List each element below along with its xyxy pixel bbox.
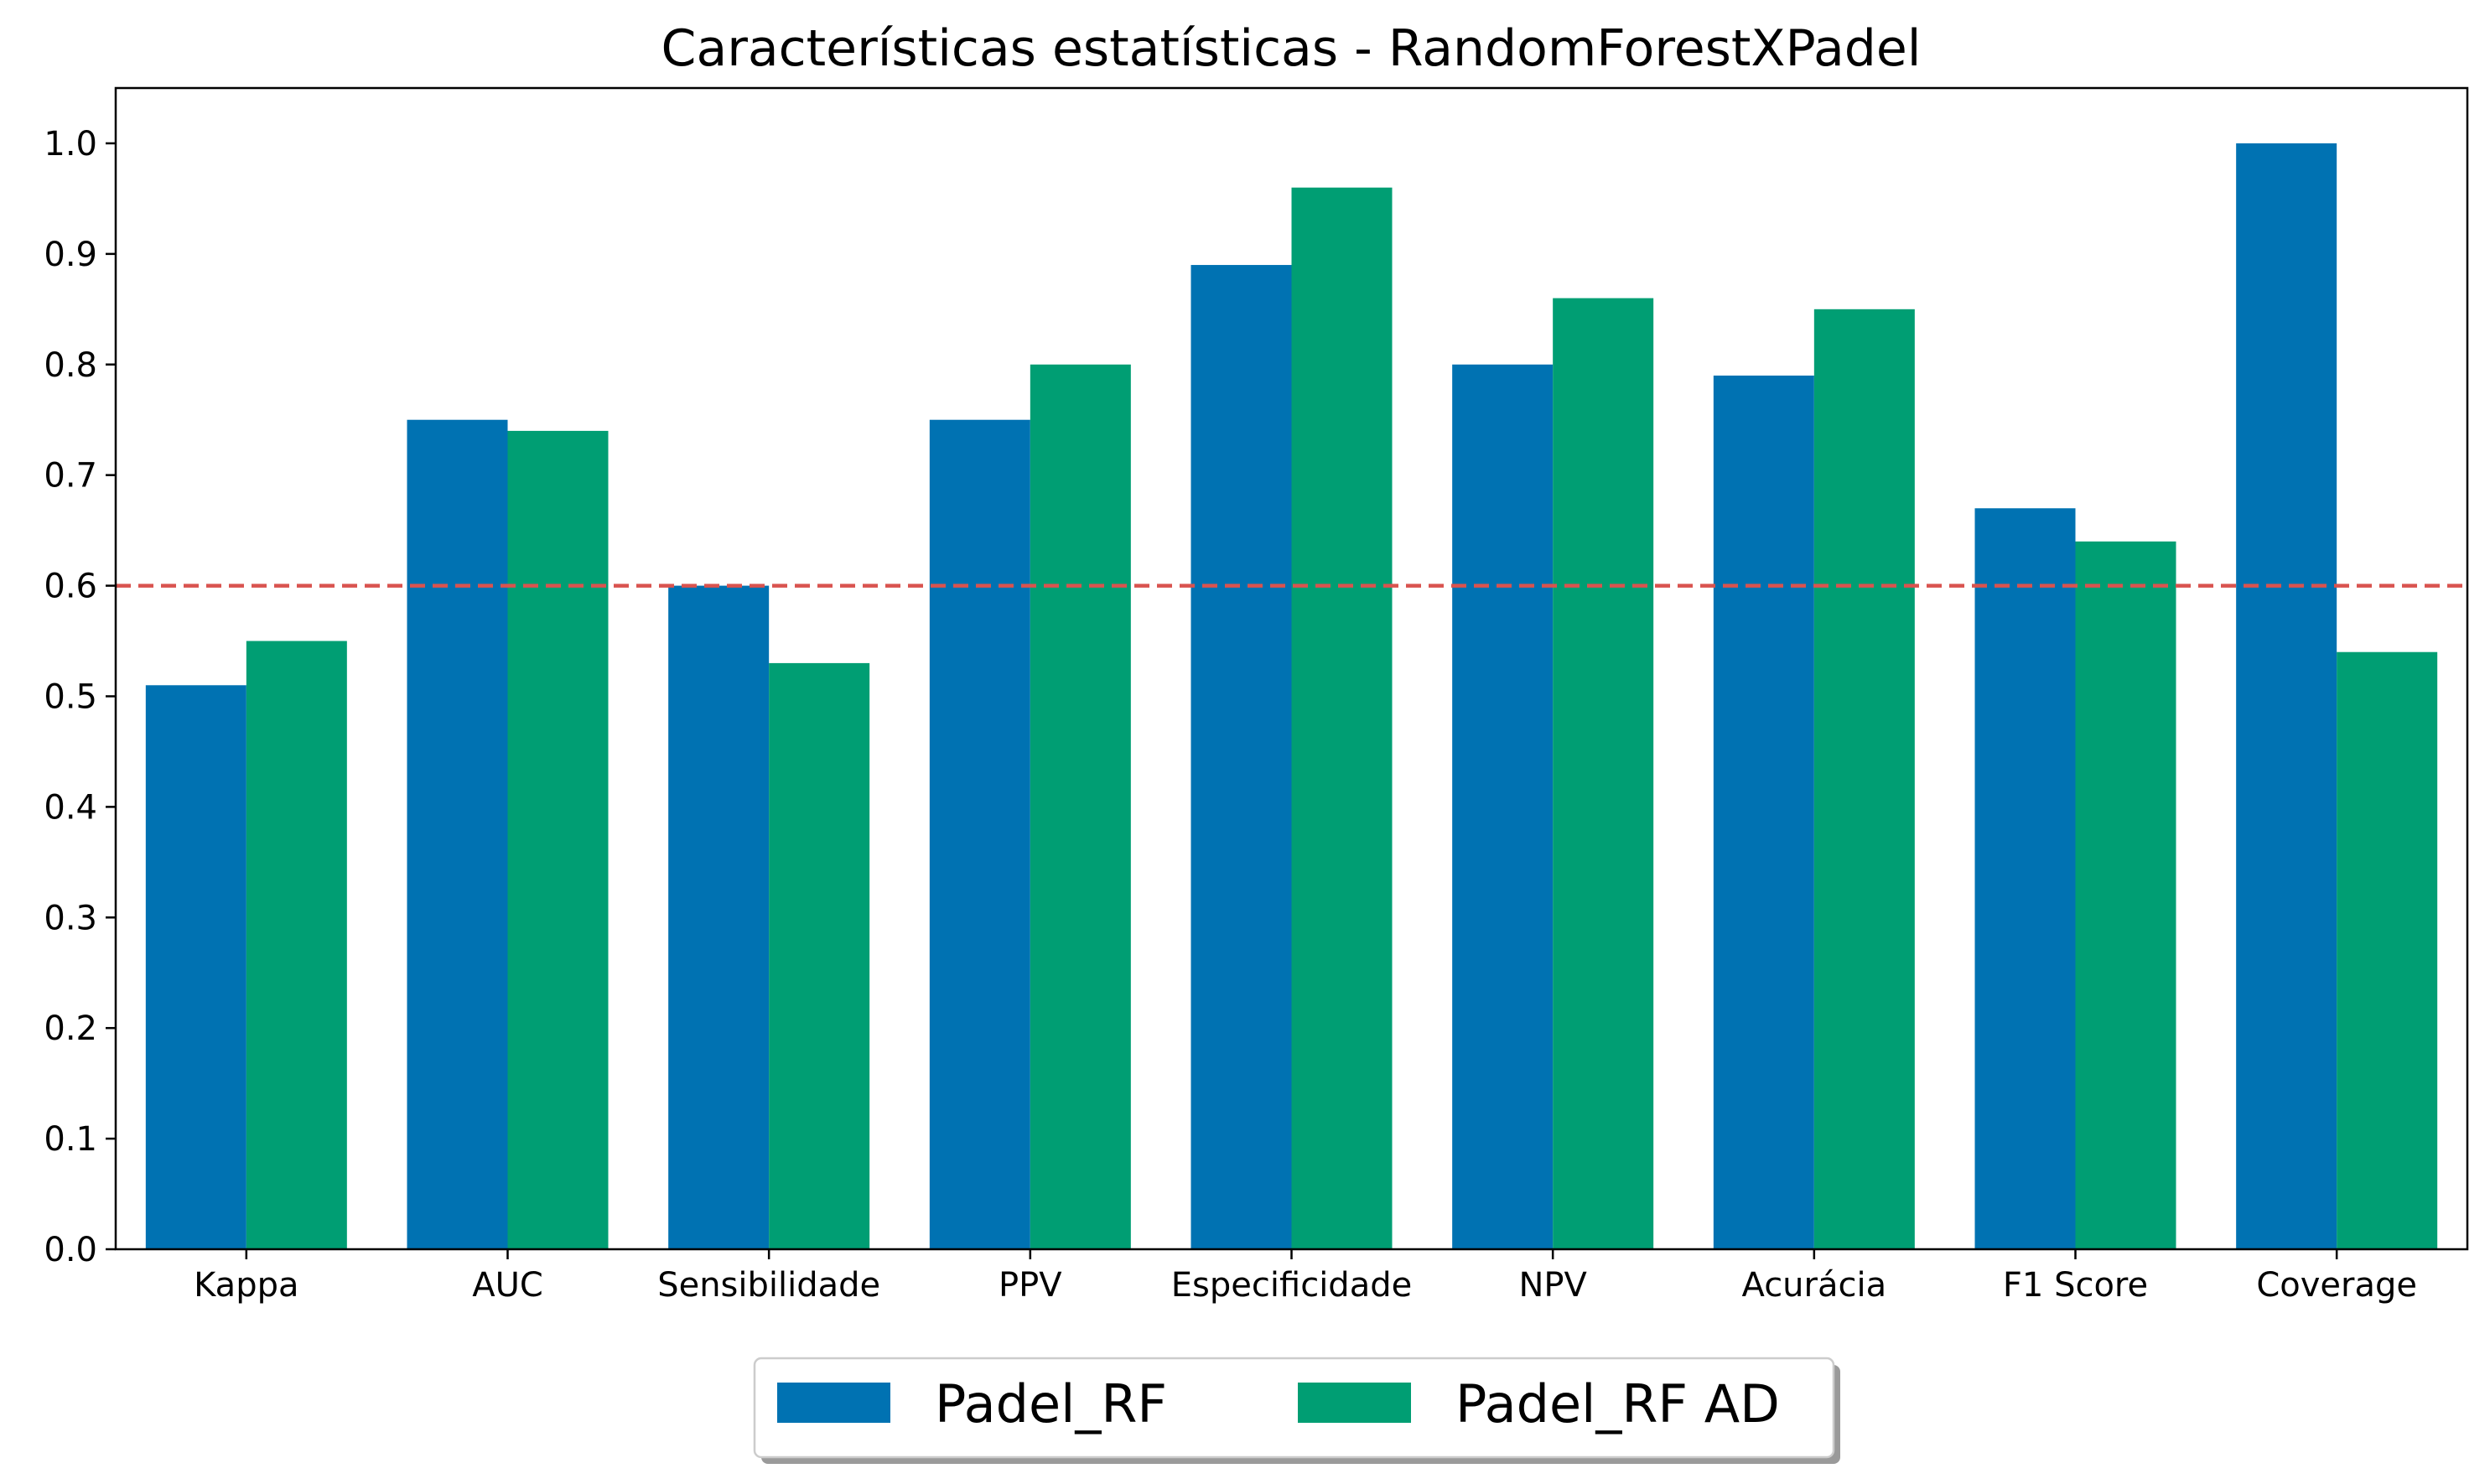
bar-padel-rf-ad-auc bbox=[507, 430, 609, 1249]
legend-label: Padel_RF AD bbox=[1455, 1373, 1780, 1435]
bar-padel-rf-ad-acur-cia bbox=[1813, 309, 1915, 1249]
y-tick-label: 1.0 bbox=[44, 125, 97, 163]
legend: Padel_RF Padel_RF AD bbox=[753, 1357, 1840, 1464]
y-tick-label: 0.2 bbox=[44, 1009, 97, 1048]
bar-padel-rf-kappa bbox=[145, 685, 246, 1249]
bar-padel-rf-sensibilidade bbox=[668, 585, 770, 1249]
bar-padel-rf-coverage bbox=[2236, 143, 2337, 1249]
bar-padel-rf-ad-npv bbox=[1553, 298, 1654, 1250]
legend-label: Padel_RF bbox=[935, 1373, 1167, 1435]
bar-padel-rf-ad-coverage bbox=[2337, 651, 2438, 1249]
bar-padel-rf-npv bbox=[1452, 364, 1554, 1249]
x-tick-label: Especificidade bbox=[1171, 1266, 1412, 1305]
bar-padel-rf-auc bbox=[407, 419, 508, 1249]
bar-padel-rf-ad-ppv bbox=[1030, 364, 1131, 1249]
plot-frame bbox=[114, 86, 2469, 1251]
x-tick-label: PPV bbox=[999, 1266, 1062, 1305]
y-tick-label: 0.8 bbox=[44, 346, 97, 385]
x-tick-label: Acurácia bbox=[1742, 1266, 1887, 1305]
y-tick-label: 0.6 bbox=[44, 568, 97, 606]
x-tick-label: AUC bbox=[472, 1266, 543, 1305]
bar-padel-rf-ppv bbox=[929, 419, 1030, 1249]
y-tick-label: 0.4 bbox=[44, 788, 97, 827]
bar-padel-rf-ad-f1-score bbox=[2075, 541, 2176, 1249]
y-tick-label: 0.0 bbox=[44, 1231, 97, 1269]
x-axis: Kappa AUC Sensibilidade PPV Especificidade NP… bbox=[194, 1249, 2417, 1305]
y-tick-label: 0.7 bbox=[44, 457, 97, 496]
bar-padel-rf-ad-especificidade bbox=[1291, 187, 1393, 1250]
x-tick-label: Coverage bbox=[2256, 1266, 2417, 1305]
bar-padel-rf-acur-cia bbox=[1713, 375, 1814, 1249]
bar-padel-rf-ad-sensibilidade bbox=[769, 662, 870, 1249]
bar-padel-rf-f1-score bbox=[1974, 508, 2076, 1249]
y-tick-label: 0.3 bbox=[44, 899, 97, 937]
y-tick-label: 0.1 bbox=[44, 1120, 97, 1159]
x-tick-label: Kappa bbox=[194, 1266, 298, 1305]
x-tick-label: F1 Score bbox=[2003, 1266, 2148, 1305]
x-tick-label: Sensibilidade bbox=[657, 1266, 880, 1305]
bar-padel-rf-especificidade bbox=[1191, 265, 1292, 1249]
chart-title: Características estatísticas - RandomFor… bbox=[661, 19, 1922, 78]
legend-swatch bbox=[777, 1383, 890, 1423]
bar-padel-rf-ad-kappa bbox=[246, 641, 347, 1249]
y-axis: 0.0 0.1 0.2 0.3 0.4 0.5 0.6 0.7 0.8 0.9 1.0 bbox=[44, 125, 116, 1269]
legend-swatch bbox=[1298, 1383, 1411, 1423]
x-tick-label: NPV bbox=[1518, 1266, 1587, 1305]
y-tick-label: 0.5 bbox=[44, 677, 97, 716]
y-tick-label: 0.9 bbox=[44, 236, 97, 274]
bars-group bbox=[145, 143, 2438, 1250]
legend-box bbox=[753, 1357, 1835, 1459]
